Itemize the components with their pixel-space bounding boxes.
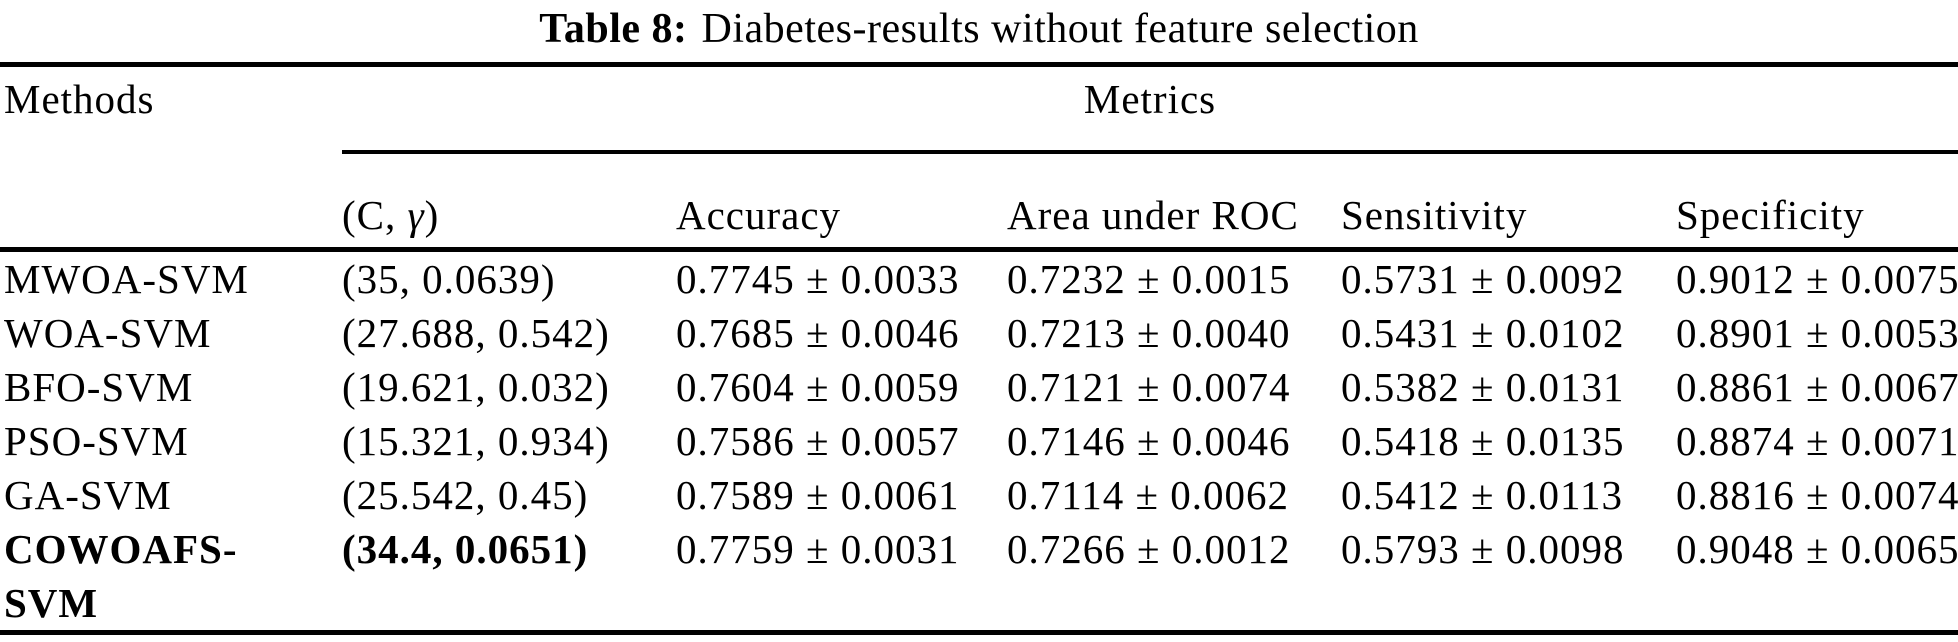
methods-header: Methods xyxy=(4,76,155,122)
method-cell: GA-SVM xyxy=(4,472,172,518)
accuracy-cell: 0.7745 ± 0.0033 xyxy=(676,256,960,302)
auroc-cell: 0.7114 ± 0.0062 xyxy=(1007,472,1289,518)
column-header-row: (C, γ) Accuracy Area under ROC Sensitivi… xyxy=(4,154,1958,247)
table-number-label: Table 8: xyxy=(539,6,688,52)
top-rule xyxy=(0,62,1958,67)
auroc-cell: 0.7266 ± 0.0012 xyxy=(1007,526,1291,572)
c-gamma-cell: (19.621, 0.032) xyxy=(342,364,610,410)
c-gamma-cell: (27.688, 0.542) xyxy=(342,310,610,356)
specificity-header: Specificity xyxy=(1676,192,1865,238)
sensitivity-cell: 0.5431 ± 0.0102 xyxy=(1341,310,1625,356)
metrics-rule xyxy=(342,150,1958,154)
header-rule xyxy=(0,247,1958,252)
c-gamma-cell: (15.321, 0.934) xyxy=(342,418,610,464)
accuracy-cell: 0.7604 ± 0.0059 xyxy=(676,364,960,410)
gamma-symbol: γ xyxy=(407,192,425,238)
c-gamma-prefix: (C, xyxy=(342,192,408,238)
sensitivity-cell: 0.5382 ± 0.0131 xyxy=(1341,364,1625,410)
table-title: Table 8: Diabetes-results without feature… xyxy=(0,0,1958,62)
sensitivity-cell: 0.5418 ± 0.0135 xyxy=(1341,418,1625,464)
specificity-cell: 0.8816 ± 0.0074 xyxy=(1676,472,1958,518)
method-cell: MWOA-SVM xyxy=(4,256,249,302)
empty-header-cell xyxy=(4,239,342,247)
accuracy-cell: 0.7589 ± 0.0061 xyxy=(676,472,960,518)
auroc-cell: 0.7232 ± 0.0015 xyxy=(1007,256,1291,302)
bottom-rule xyxy=(0,630,1958,635)
sensitivity-header: Sensitivity xyxy=(1341,192,1528,238)
auroc-header: Area under ROC xyxy=(1007,192,1299,238)
accuracy-cell: 0.7685 ± 0.0046 xyxy=(676,310,960,356)
c-gamma-cell: (34.4, 0.0651) xyxy=(342,526,589,572)
sensitivity-cell: 0.5731 ± 0.0092 xyxy=(1341,256,1625,302)
specificity-cell: 0.8861 ± 0.0067 xyxy=(1676,364,1958,410)
sensitivity-cell: 0.5793 ± 0.0098 xyxy=(1341,526,1625,572)
c-gamma-cell: (25.542, 0.45) xyxy=(342,472,589,518)
c-gamma-suffix: ) xyxy=(424,192,440,238)
c-gamma-header: (C, γ) xyxy=(342,191,676,247)
table-caption: Diabetes-results without feature selecti… xyxy=(701,6,1419,52)
auroc-cell: 0.7146 ± 0.0046 xyxy=(1007,418,1291,464)
specificity-cell: 0.8874 ± 0.0071 xyxy=(1676,418,1958,464)
auroc-cell: 0.7213 ± 0.0040 xyxy=(1007,310,1291,356)
accuracy-cell: 0.7586 ± 0.0057 xyxy=(676,418,960,464)
specificity-cell: 0.9012 ± 0.0075 xyxy=(1676,256,1958,302)
auroc-cell: 0.7121 ± 0.0074 xyxy=(1007,364,1291,410)
group-header-row: Methods Metrics xyxy=(4,67,1958,150)
method-cell: COWOAFS-SVM xyxy=(4,526,238,626)
accuracy-cell: 0.7759 ± 0.0031 xyxy=(676,526,960,572)
specificity-cell: 0.8901 ± 0.0053 xyxy=(1676,310,1958,356)
sensitivity-cell: 0.5412 ± 0.0113 xyxy=(1341,472,1623,518)
method-cell: WOA-SVM xyxy=(4,310,212,356)
c-gamma-cell: (35, 0.0639) xyxy=(342,256,556,302)
accuracy-header: Accuracy xyxy=(676,192,842,238)
method-cell: PSO-SVM xyxy=(4,418,189,464)
specificity-cell: 0.9048 ± 0.0065 xyxy=(1676,526,1958,572)
metrics-header: Metrics xyxy=(1083,76,1217,122)
method-cell: BFO-SVM xyxy=(4,364,194,410)
table-body: MWOA-SVM (35, 0.0639) 0.7745 ± 0.0033 0.… xyxy=(4,252,1958,630)
